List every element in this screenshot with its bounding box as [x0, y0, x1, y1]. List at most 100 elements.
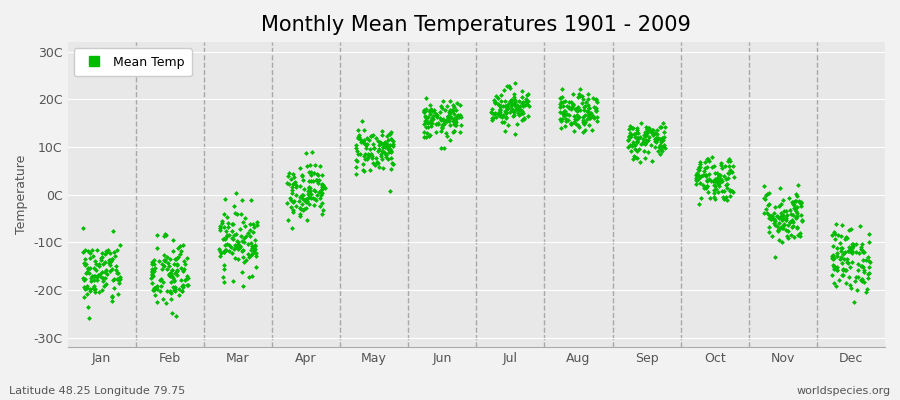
Point	[582, 112, 597, 119]
Point	[657, 145, 671, 151]
Point	[642, 125, 656, 131]
Point	[158, 231, 172, 237]
Point	[81, 265, 95, 271]
Point	[147, 257, 161, 263]
Point	[453, 102, 467, 108]
Point	[292, 194, 307, 200]
Point	[365, 160, 380, 166]
Point	[842, 264, 857, 270]
Point	[357, 168, 372, 174]
Point	[636, 132, 651, 138]
Point	[690, 177, 705, 184]
Point	[377, 140, 392, 146]
Point	[708, 196, 723, 202]
Point	[773, 184, 788, 191]
Point	[233, 244, 248, 250]
Point	[587, 104, 601, 111]
Point	[307, 187, 321, 194]
Point	[700, 189, 715, 195]
Point	[793, 199, 807, 206]
Point	[220, 232, 234, 238]
Point	[437, 118, 452, 125]
Point	[442, 118, 456, 124]
Point	[356, 140, 371, 146]
Point	[700, 178, 715, 184]
Point	[505, 107, 519, 114]
Point	[385, 160, 400, 166]
Point	[721, 158, 735, 164]
Point	[706, 178, 720, 184]
Point	[775, 225, 789, 232]
Point	[111, 290, 125, 297]
Point	[772, 226, 787, 232]
Point	[559, 118, 573, 125]
Point	[771, 226, 786, 233]
Point	[101, 247, 115, 253]
Point	[160, 288, 175, 294]
Point	[289, 202, 303, 209]
Point	[145, 272, 159, 278]
Point	[217, 235, 231, 242]
Point	[226, 221, 240, 227]
Point	[176, 284, 191, 290]
Point	[98, 275, 112, 282]
Point	[310, 172, 325, 178]
Point	[170, 266, 184, 273]
Point	[571, 94, 585, 100]
Point	[559, 116, 573, 122]
Point	[568, 106, 582, 112]
Point	[719, 194, 733, 200]
Point	[441, 114, 455, 120]
Point	[553, 109, 567, 115]
Point	[494, 118, 508, 125]
Point	[363, 166, 377, 173]
Point	[566, 102, 580, 108]
Point	[356, 136, 371, 143]
Point	[235, 282, 249, 289]
Point	[99, 266, 113, 273]
Point	[767, 216, 781, 222]
Point	[515, 88, 529, 94]
Point	[764, 216, 778, 222]
Point	[429, 114, 444, 120]
Point	[145, 270, 159, 277]
Point	[436, 116, 450, 122]
Point	[425, 108, 439, 114]
Point	[449, 107, 464, 114]
Point	[176, 282, 190, 288]
Point	[82, 270, 96, 276]
Point	[166, 284, 180, 290]
Point	[435, 125, 449, 131]
Point	[835, 272, 850, 278]
Point	[79, 270, 94, 276]
Point	[361, 152, 375, 158]
Point	[849, 274, 863, 280]
Point	[845, 240, 859, 247]
Point	[711, 176, 725, 183]
Point	[418, 118, 433, 124]
Point	[790, 224, 805, 231]
Point	[630, 155, 644, 162]
Point	[299, 199, 313, 205]
Point	[856, 248, 870, 255]
Point	[861, 231, 876, 238]
Point	[485, 115, 500, 121]
Point	[104, 250, 118, 256]
Point	[778, 217, 793, 223]
Point	[228, 254, 242, 261]
Point	[832, 277, 847, 283]
Point	[220, 214, 235, 220]
Point	[502, 98, 517, 104]
Point	[623, 134, 637, 140]
Point	[418, 108, 432, 114]
Point	[499, 103, 513, 109]
Point	[630, 135, 644, 141]
Point	[825, 256, 840, 262]
Point	[716, 165, 730, 172]
Point	[854, 263, 868, 269]
Point	[368, 154, 382, 161]
Point	[384, 154, 399, 161]
Point	[172, 286, 186, 292]
Point	[862, 239, 877, 245]
Point	[446, 118, 460, 124]
